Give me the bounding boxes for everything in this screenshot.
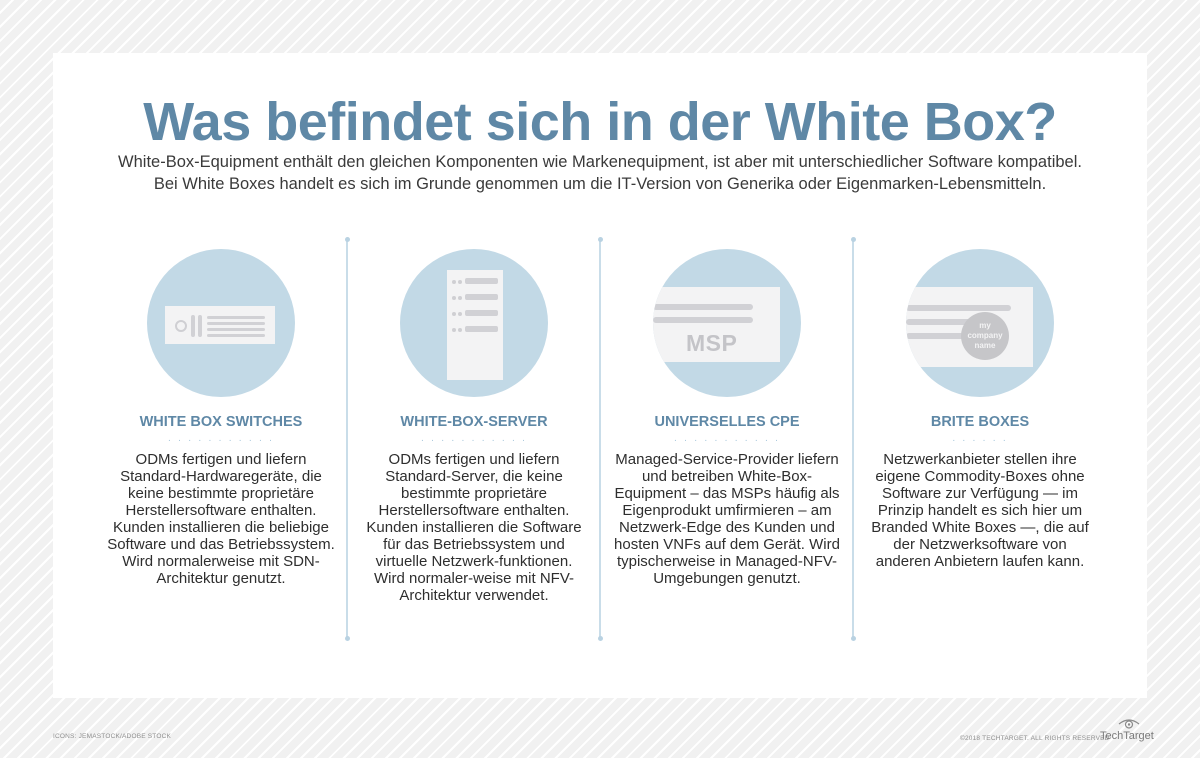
msp-device-icon: MSP	[653, 249, 801, 397]
badge-line: company	[967, 331, 1003, 340]
subtitle-line-1: White-Box-Equipment enthält den gleichen…	[118, 153, 1082, 171]
column-heading: UNIVERSELLES CPE	[654, 414, 800, 430]
column-body: ODMs fertigen und liefern Standard-Serve…	[366, 451, 582, 604]
branded-box-icon: my company name	[906, 249, 1054, 397]
dotted-separator: · · · · · ·	[952, 435, 1008, 446]
subtitle-line-2: Bei White Boxes handelt es sich im Grund…	[153, 175, 1047, 193]
icon-credits: ICONS: JEMASTOCK/ADOBE STOCK	[53, 733, 172, 740]
network-switch-icon	[147, 249, 295, 397]
column-divider	[597, 237, 603, 641]
copyright-notice: ©2018 TECHTARGET. ALL RIGHTS RESERVED	[960, 735, 1110, 742]
column-heading: WHITE-BOX-SERVER	[400, 414, 548, 430]
column-white-box-server: WHITE-BOX-SERVER · · · · · · · · · · · O…	[349, 231, 599, 651]
logo-text: TechTarget	[1100, 730, 1154, 742]
page-title: Was befindet sich in der White Box?	[143, 92, 1057, 152]
infographic-panel: Was befindet sich in der White Box? Whit…	[53, 53, 1147, 698]
badge-line: name	[974, 341, 996, 350]
msp-label: MSP	[686, 330, 738, 356]
badge-line: my	[979, 321, 991, 330]
column-divider	[850, 237, 856, 641]
techtarget-logo: TechTarget	[1100, 718, 1154, 742]
company-name-badge: my company name	[961, 312, 1009, 360]
column-divider	[344, 237, 350, 641]
column-heading: BRITE BOXES	[930, 414, 1030, 430]
column-heading: WHITE BOX SWITCHES	[139, 414, 303, 430]
eye-icon	[1118, 719, 1140, 729]
column-brite-boxes: my company name BRITE BOXES · · · · · · …	[855, 231, 1105, 651]
dotted-separator: · · · · · · · · · · ·	[167, 435, 275, 446]
dotted-separator: · · · · · · · · · · ·	[420, 435, 528, 446]
column-body: Netzwerkanbieter stellen ihre eigene Com…	[871, 451, 1089, 570]
column-white-box-switches: WHITE BOX SWITCHES · · · · · · · · · · ·…	[96, 231, 346, 651]
server-rack-icon	[400, 249, 548, 397]
column-universelles-cpe: MSP UNIVERSELLES CPE · · · · · · · · · ·…	[602, 231, 852, 651]
dotted-separator: · · · · · · · · · · ·	[673, 435, 781, 446]
subtitle: White-Box-Equipment enthält den gleichen…	[53, 151, 1147, 195]
column-body: Managed-Service-Provider liefern und bet…	[614, 451, 840, 587]
column-body: ODMs fertigen und liefern Standard-Hardw…	[107, 451, 335, 587]
